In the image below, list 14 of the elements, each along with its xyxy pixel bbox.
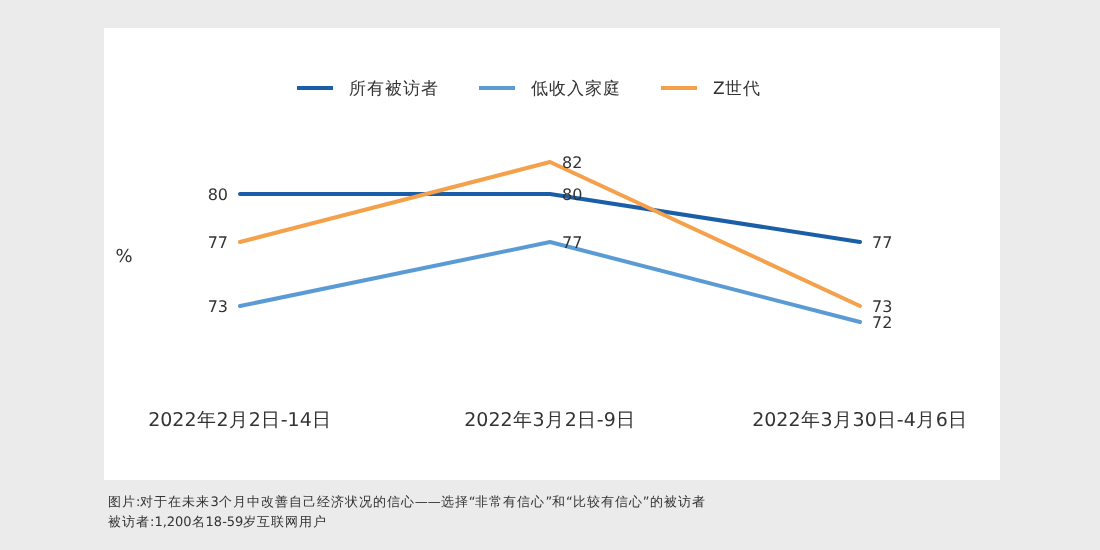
x-tick-label: 2022年2月2日-14日 xyxy=(148,408,332,432)
y-axis-title: % xyxy=(115,248,134,268)
data-label: 72 xyxy=(872,314,893,332)
data-label: 73 xyxy=(872,298,893,316)
legend-label: 所有被访者 xyxy=(349,78,439,100)
x-tick-label: 2022年3月30日-4月6日 xyxy=(752,408,968,432)
data-label: 77 xyxy=(872,234,893,252)
legend-label: Z世代 xyxy=(713,78,761,100)
data-label: 73 xyxy=(207,298,228,316)
data-label: 77 xyxy=(207,234,228,252)
x-tick-label: 2022年3月2日-9日 xyxy=(464,408,636,432)
legend-label: 低收入家庭 xyxy=(531,78,621,100)
data-label: 80 xyxy=(207,186,228,204)
data-label: 82 xyxy=(562,154,583,172)
